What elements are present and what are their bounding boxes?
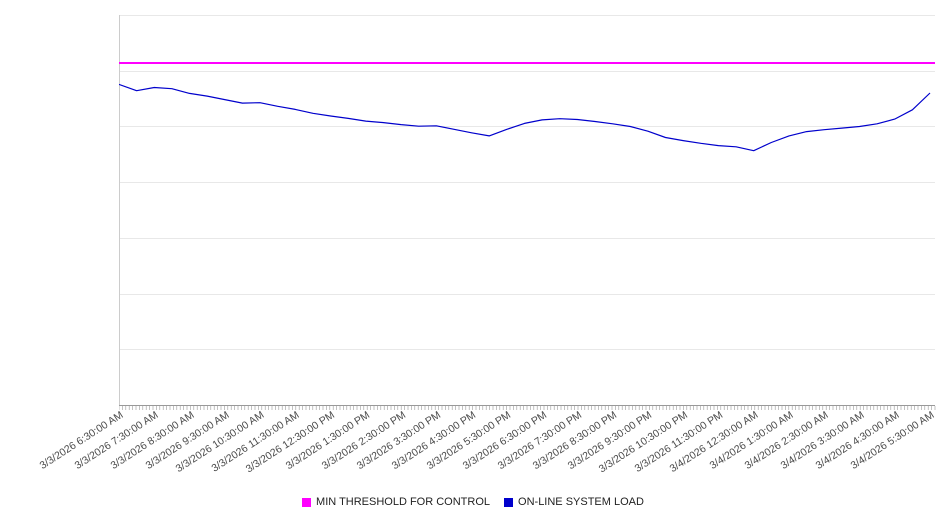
x-axis-label: 3/4/2026 12:30:00 AM — [667, 409, 761, 476]
x-axis-label: 3/3/2026 8:30:00 PM — [530, 409, 620, 473]
chart-legend: MIN THRESHOLD FOR CONTROL ON-LINE SYSTEM… — [0, 496, 946, 508]
legend-item-online-system-load[interactable]: ON-LINE SYSTEM LOAD — [504, 496, 644, 508]
x-axis-label: 3/3/2026 12:30:00 PM — [243, 409, 338, 476]
x-axis-label: 3/3/2026 2:30:00 PM — [319, 409, 408, 473]
x-axis-label: 3/3/2026 11:30:00 PM — [632, 409, 725, 475]
x-axis-label: 3/3/2026 1:30:00 PM — [284, 409, 373, 473]
x-axis-label: 3/3/2026 4:30:00 PM — [389, 409, 479, 473]
legend-item-min-threshold[interactable]: MIN THRESHOLD FOR CONTROL — [302, 496, 490, 508]
x-axis-label: 3/3/2026 6:30:00 AM — [37, 409, 126, 472]
x-axis-label: 3/3/2026 10:30:00 PM — [596, 409, 690, 476]
plot-area — [119, 15, 936, 410]
legend-label-min-threshold: MIN THRESHOLD FOR CONTROL — [316, 496, 491, 508]
x-axis-label: 3/3/2026 11:30:00 AM — [209, 409, 302, 475]
legend-swatch-min-threshold-icon — [302, 497, 312, 507]
x-axis-label: 3/3/2026 5:30:00 PM — [425, 409, 514, 473]
x-axis-label: 3/3/2026 8:30:00 AM — [108, 409, 197, 472]
legend-label-online-system-load: ON-LINE SYSTEM LOAD — [518, 496, 644, 508]
x-axis-label: 3/3/2026 6:30:00 PM — [460, 409, 549, 473]
x-axis-label: 3/3/2026 9:30:00 PM — [566, 409, 655, 473]
x-axis-label: 3/3/2026 7:30:00 AM — [72, 409, 161, 472]
x-axis-label: 3/4/2026 5:30:00 AM — [848, 409, 937, 472]
x-axis-label: 3/4/2026 3:30:00 AM — [778, 409, 867, 472]
x-axis-label: 3/4/2026 4:30:00 AM — [813, 409, 902, 472]
x-axis-label: 3/3/2026 7:30:00 PM — [495, 409, 584, 473]
x-axis-label: 3/3/2026 10:30:00 AM — [173, 409, 267, 476]
x-axis-label: 3/3/2026 3:30:00 PM — [354, 409, 443, 473]
x-axis-label: 3/3/2026 9:30:00 AM — [143, 409, 232, 472]
x-axis-labels: 3/3/2026 6:30:00 AM 3/3/2026 7:30:00 AM 3/… — [0, 407, 946, 487]
x-axis-label: 3/4/2026 1:30:00 AM — [707, 409, 796, 472]
legend-swatch-online-system-load-icon — [504, 497, 514, 507]
x-axis-label: 3/4/2026 2:30:00 AM — [742, 409, 831, 472]
